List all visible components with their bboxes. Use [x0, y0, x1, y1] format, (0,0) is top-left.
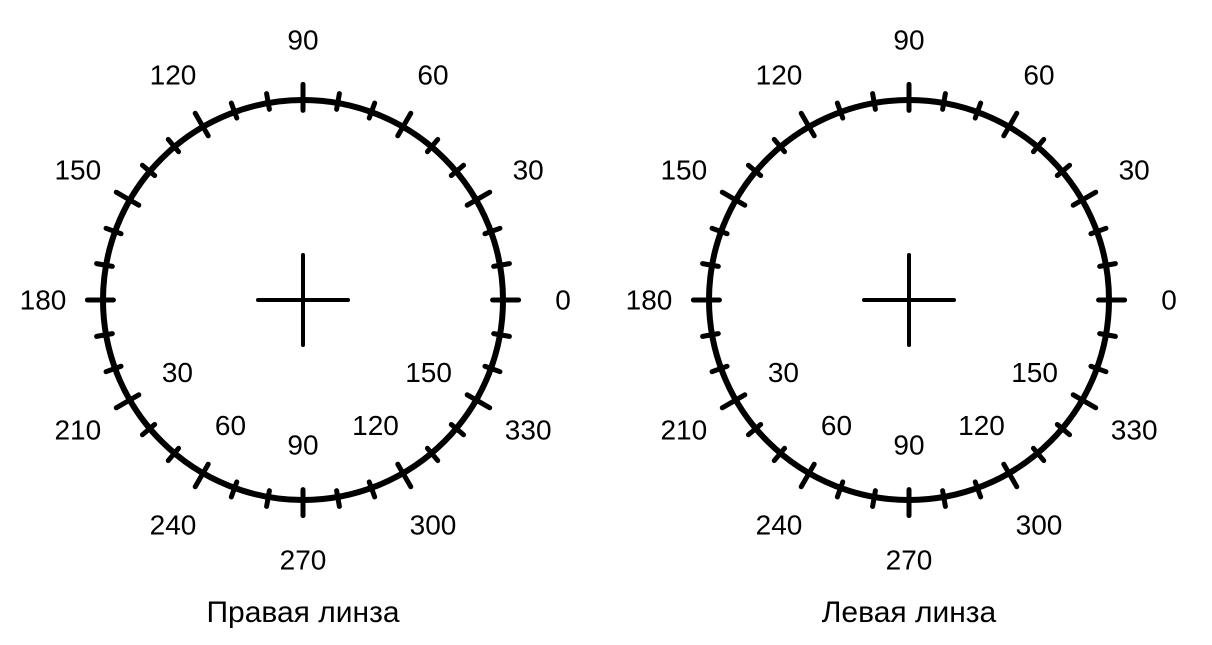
svg-text:90: 90	[893, 25, 924, 56]
svg-text:30: 30	[768, 357, 799, 388]
svg-text:240: 240	[756, 510, 803, 541]
svg-text:60: 60	[1023, 59, 1054, 90]
svg-text:60: 60	[417, 59, 448, 90]
svg-text:60: 60	[821, 410, 852, 441]
svg-text:180: 180	[626, 285, 673, 316]
svg-text:90: 90	[893, 430, 924, 461]
svg-text:120: 120	[150, 59, 197, 90]
svg-text:0: 0	[1161, 285, 1177, 316]
svg-text:150: 150	[660, 155, 707, 186]
right-lens-block: 0306090120150180210240270300330306090120…	[0, 0, 606, 645]
svg-text:120: 120	[352, 410, 399, 441]
svg-text:150: 150	[1011, 357, 1058, 388]
svg-text:210: 210	[660, 415, 707, 446]
svg-text:240: 240	[150, 510, 197, 541]
svg-text:210: 210	[54, 415, 101, 446]
svg-text:300: 300	[410, 510, 457, 541]
right-lens-dial: 0306090120150180210240270300330306090120…	[0, 0, 606, 600]
svg-text:0: 0	[555, 285, 571, 316]
svg-text:30: 30	[1119, 155, 1150, 186]
svg-text:30: 30	[162, 357, 193, 388]
svg-text:30: 30	[513, 155, 544, 186]
svg-text:90: 90	[287, 430, 318, 461]
svg-text:270: 270	[280, 545, 327, 576]
svg-text:120: 120	[756, 59, 803, 90]
svg-text:180: 180	[20, 285, 67, 316]
left-lens-block: 0306090120150180210240270300330306090120…	[606, 0, 1212, 645]
svg-text:150: 150	[54, 155, 101, 186]
svg-text:300: 300	[1016, 510, 1063, 541]
svg-text:330: 330	[1111, 415, 1158, 446]
svg-text:60: 60	[215, 410, 246, 441]
svg-text:150: 150	[405, 357, 452, 388]
left-lens-dial: 0306090120150180210240270300330306090120…	[606, 0, 1212, 600]
diagram-container: 0306090120150180210240270300330306090120…	[0, 0, 1212, 645]
right-lens-caption: Правая линза	[0, 596, 606, 630]
svg-text:90: 90	[287, 25, 318, 56]
svg-text:270: 270	[886, 545, 933, 576]
svg-text:120: 120	[958, 410, 1005, 441]
svg-text:330: 330	[505, 415, 552, 446]
left-lens-caption: Левая линза	[606, 596, 1212, 630]
